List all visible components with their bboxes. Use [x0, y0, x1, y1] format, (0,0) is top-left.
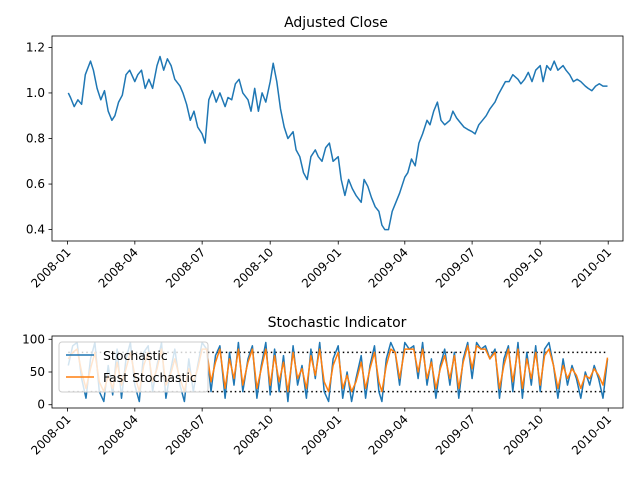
stochastic-y-tick-label: 50	[30, 365, 45, 379]
adjusted-close-axes-frame	[51, 35, 624, 242]
stochastic-y-tick-label: 100	[22, 332, 45, 346]
legend-label-stochastic: Stochastic	[103, 348, 168, 363]
adjusted-close-series-line-0	[67, 55, 608, 231]
legend-box	[58, 341, 209, 393]
adjusted-close-y-tick-label: 0.8	[26, 132, 45, 146]
stochastic-y-tick-label: 0	[37, 398, 45, 412]
adjusted-close-title: Adjusted Close	[284, 15, 388, 31]
adjusted-close-y-tick-label: 1.0	[26, 86, 45, 100]
adjusted-close-y-tick-label: 0.6	[26, 177, 45, 191]
adjusted-close-y-tick-label: 1.2	[26, 40, 45, 54]
adjusted-close-y-tick-label: 0.4	[26, 223, 45, 237]
stochastic-legend: Stochastic Fast Stochastic	[58, 341, 209, 393]
stochastic-title: Stochastic Indicator	[268, 315, 407, 331]
stochastic-axes-frame	[51, 335, 624, 409]
legend-label-fast-stochastic: Fast Stochastic	[103, 370, 197, 385]
